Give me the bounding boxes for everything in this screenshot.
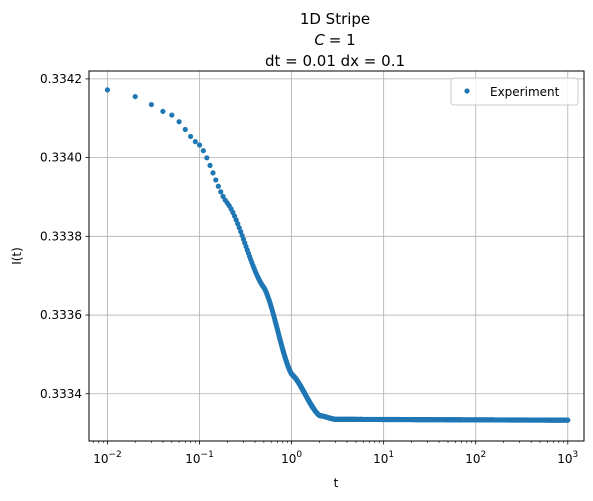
chart-title-line-3: dt = 0.01 dx = 0.1 [265,52,405,70]
data-point [210,170,215,175]
legend: Experiment [451,78,578,105]
y-tick-label: 0.3342 [40,72,82,86]
data-point [193,139,198,144]
y-axis-label: I(t) [10,247,24,265]
data-point [188,134,193,139]
x-axis-label: t [334,476,339,490]
data-point [183,127,188,132]
chart-title-line-2: C = 1 [314,31,355,49]
data-point [201,148,206,153]
data-point [149,102,154,107]
data-point [216,184,221,189]
data-point [105,87,110,92]
data-point [204,155,209,160]
chart-title-c-symbol: C [314,31,325,49]
data-point [177,119,182,124]
data-point [565,418,570,423]
data-point [133,94,138,99]
y-tick-label: 0.3340 [40,151,82,165]
data-point [169,112,174,117]
data-point [197,142,202,147]
y-tick-label: 0.3336 [40,308,82,322]
y-tick-label: 0.3334 [40,387,82,401]
y-tick-label: 0.3338 [40,229,82,243]
data-point [213,177,218,182]
legend-marker [464,88,469,93]
legend-label: Experiment [490,85,560,99]
chart-title-c-value: = 1 [329,31,356,49]
chart-title-line-1: 1D Stripe [300,10,370,28]
data-point [218,189,223,194]
data-point [207,163,212,168]
data-point [160,109,165,114]
